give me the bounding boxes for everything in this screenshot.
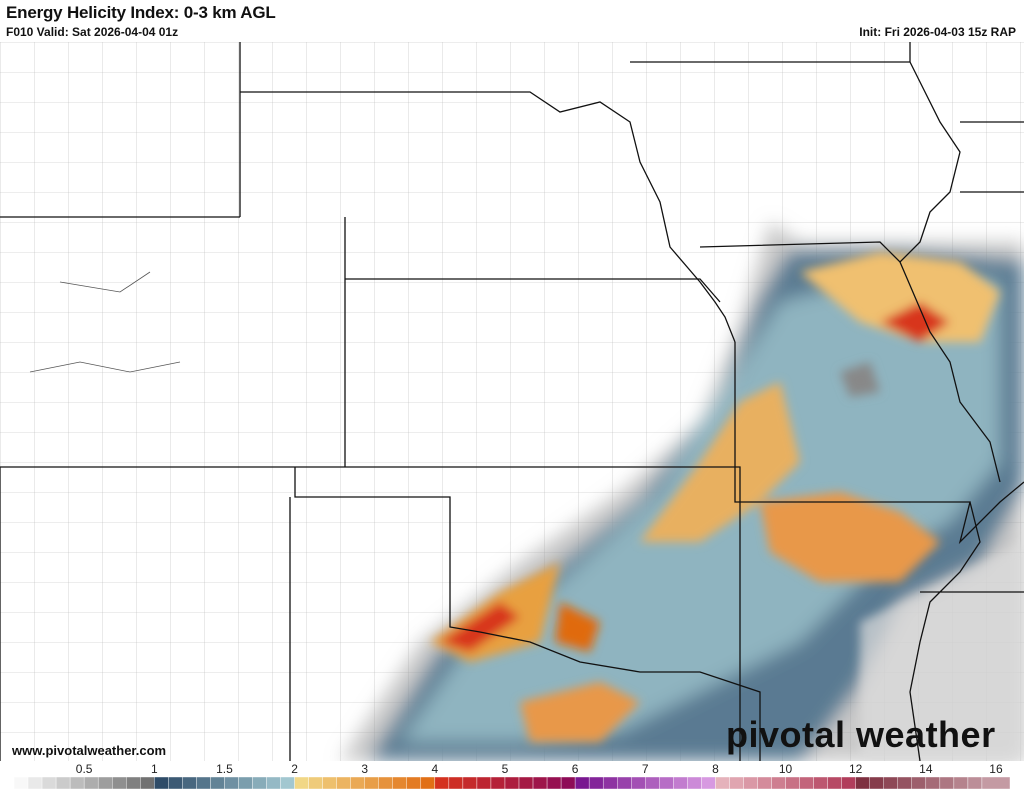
colorbar-bin xyxy=(925,777,941,789)
colorbar-bin xyxy=(617,777,632,789)
colorbar-bin xyxy=(210,777,225,789)
colorbar-tick-label: 12 xyxy=(849,762,863,776)
colorbar-tick-label: 5 xyxy=(501,762,509,776)
colorbar-tick-label: 8 xyxy=(712,762,719,776)
colorbar-tick-label: 14 xyxy=(919,762,933,776)
colorbar-bin xyxy=(168,777,183,789)
colorbar-bin xyxy=(939,777,955,789)
colorbar-bin xyxy=(392,777,407,789)
colorbar-bin xyxy=(743,777,758,789)
map-title: Energy Helicity Index: 0-3 km AGL xyxy=(6,3,276,22)
colorbar-tick-label: 1.5 xyxy=(216,762,233,776)
colorbar-bin xyxy=(448,777,464,789)
colorbar-tick-label: 2 xyxy=(291,762,298,776)
colorbar-tick-label: 4 xyxy=(431,762,439,776)
colorbar-bin xyxy=(911,777,927,789)
colorbar-bin xyxy=(154,777,169,789)
colorbar-bin xyxy=(364,777,379,789)
colorbar-bin xyxy=(336,777,351,789)
colorbar-bin xyxy=(97,777,113,789)
weather-map[interactable] xyxy=(0,42,1024,761)
colorbar-bin xyxy=(83,777,99,789)
colorbar-bin xyxy=(869,777,884,789)
colorbar-bin xyxy=(757,777,772,789)
colorbar-bin xyxy=(27,777,43,789)
colorbar-bin xyxy=(602,777,618,789)
init-time: Init: Fri 2026-04-03 15z RAP xyxy=(859,25,1016,39)
colorbar-bin xyxy=(69,777,85,789)
colorbar-bin xyxy=(41,777,57,789)
colorbar-bin xyxy=(687,777,702,789)
colorbar-bin xyxy=(799,777,814,789)
colorbar-tick-label: 1 xyxy=(150,762,158,776)
colorbar-tick-label: 7 xyxy=(641,762,649,776)
colorbar-bin xyxy=(841,777,856,789)
colorbar-bin xyxy=(827,777,842,789)
colorbar-bin xyxy=(659,777,674,789)
colorbar-tick-label: 6 xyxy=(571,762,579,776)
colorbar-bin xyxy=(645,777,660,789)
colorbar-bin xyxy=(55,777,71,789)
colorbar-bin xyxy=(406,777,422,789)
colorbar-bin xyxy=(126,777,141,789)
colorbar-bin xyxy=(182,777,197,789)
colorbar-bin xyxy=(574,777,590,789)
colorbar-bin xyxy=(196,777,211,789)
water-lines xyxy=(29,271,181,373)
colorbar-bin xyxy=(981,777,1010,789)
colorbar-bin xyxy=(308,777,323,789)
colorbar-tick-label: 10 xyxy=(778,762,793,776)
colorbar-bin xyxy=(631,777,646,789)
colorbar-bin xyxy=(771,777,786,789)
colorbar-bin xyxy=(532,777,548,789)
colorbar-bin xyxy=(953,777,969,789)
colorbar-bin xyxy=(546,777,562,789)
colorbar-bin xyxy=(434,777,450,789)
colorbar-bin xyxy=(111,777,127,789)
colorbar-tick-label: 3 xyxy=(361,762,369,776)
brand-watermark: pivotal weather xyxy=(726,714,996,755)
colorbar-bin xyxy=(280,777,295,789)
colorbar-bin xyxy=(701,777,716,789)
colorbar-bin xyxy=(715,777,730,789)
ehi-field xyxy=(340,222,1024,761)
colorbar-bin xyxy=(518,777,534,789)
colorbar-bin xyxy=(560,777,576,789)
colorbar-bin xyxy=(224,777,239,789)
colorbar-bin xyxy=(350,777,365,789)
colorbar xyxy=(14,777,1010,789)
colorbar-bin xyxy=(252,777,267,789)
header: Energy Helicity Index: 0-3 km AGL F010 V… xyxy=(0,0,1024,42)
colorbar-bin xyxy=(378,777,393,789)
colorbar-bin xyxy=(476,777,492,789)
colorbar-bin xyxy=(266,777,281,789)
colorbar-bin xyxy=(294,777,309,789)
colorbar-bin xyxy=(785,777,800,789)
colorbar-bin xyxy=(462,777,478,789)
colorbar-tick-label: 16 xyxy=(989,762,1003,776)
colorbar-bin xyxy=(238,777,253,789)
colorbar-bin xyxy=(420,777,436,789)
colorbar-bin xyxy=(855,777,870,789)
colorbar-bin xyxy=(490,777,506,789)
colorbar-bin xyxy=(883,777,898,789)
state-borders xyxy=(0,42,1024,761)
colorbar-bin xyxy=(140,777,155,789)
colorbar-bin xyxy=(504,777,520,789)
valid-time: F010 Valid: Sat 2026-04-04 01z xyxy=(6,25,179,39)
colorbar-bin xyxy=(813,777,828,789)
colorbar-tick-label: 0.5 xyxy=(75,762,93,776)
colorbar-bin xyxy=(967,777,983,789)
colorbar-bin xyxy=(897,777,913,789)
colorbar-bin xyxy=(673,777,688,789)
website-label: www.pivotalweather.com xyxy=(12,743,167,758)
colorbar-bin xyxy=(729,777,744,789)
colorbar-bin xyxy=(322,777,337,789)
colorbar-bin xyxy=(14,777,29,789)
colorbar-bin xyxy=(588,777,604,789)
